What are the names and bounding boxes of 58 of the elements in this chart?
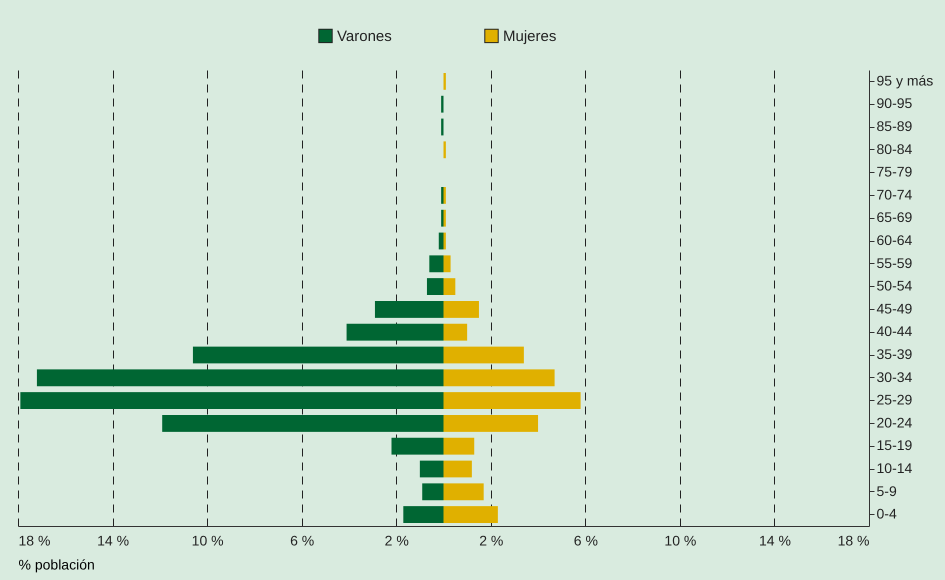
bar (444, 346, 524, 364)
bar (429, 255, 444, 272)
y-tick-label: 95 y más (876, 72, 934, 88)
bar (438, 232, 444, 250)
bar (444, 414, 538, 432)
y-tick-label: 70-74 (876, 186, 913, 202)
y-tick-label: 80-84 (876, 140, 913, 157)
x-tick-label: 14 % (97, 532, 130, 548)
y-tick-label: 30-34 (876, 368, 913, 385)
x-tick-label: 6 % (574, 532, 598, 548)
legend-label: Mujeres (503, 28, 556, 45)
bar (444, 438, 474, 455)
y-tick-label: 45-49 (876, 300, 913, 316)
bar (444, 255, 451, 272)
y-tick-label: 50-54 (876, 278, 913, 294)
y-tick-label: 20-24 (876, 414, 913, 430)
y-tick-label: 35-39 (876, 346, 913, 362)
y-tick-label: 65-69 (876, 209, 913, 226)
x-tick-label: 18 % (838, 532, 870, 548)
y-tick-label: 5-9 (876, 482, 897, 499)
bar (346, 324, 444, 341)
bar (426, 278, 444, 296)
x-tick-label: 6 % (290, 532, 314, 548)
bar (192, 346, 444, 364)
legend-label: Varones (337, 28, 392, 45)
y-tick-label: 60-64 (876, 232, 913, 248)
y-tick-label: 40-44 (876, 323, 913, 340)
bar (444, 460, 472, 478)
x-tick-label: 10 % (192, 532, 224, 548)
bar (374, 300, 444, 318)
y-tick-label: 75-79 (876, 164, 913, 180)
x-tick-label: 2 % (384, 532, 409, 548)
bar (444, 300, 479, 318)
y-tick-label: 10-14 (876, 460, 913, 476)
bar (36, 369, 444, 386)
bar (391, 438, 444, 455)
x-tick-label: 10 % (664, 532, 696, 548)
bar (444, 483, 484, 500)
y-tick-label: 15-19 (876, 437, 913, 454)
x-tick-label: 2 % (479, 532, 504, 548)
bar (444, 392, 581, 410)
bar (403, 506, 444, 524)
x-axis-title: % población (18, 556, 95, 572)
y-tick-label: 90-95 (876, 95, 913, 112)
y-tick-label: 25-29 (876, 392, 913, 408)
bar (420, 460, 444, 478)
bar (20, 392, 444, 410)
bar (422, 483, 444, 500)
y-tick-label: 85-89 (876, 118, 913, 134)
bar (444, 278, 456, 296)
y-tick-label: 55-59 (876, 254, 913, 271)
bar (444, 369, 555, 386)
y-tick-label: 0-4 (876, 506, 897, 522)
bar (444, 324, 468, 341)
bar (444, 506, 498, 524)
bar (162, 414, 444, 432)
x-tick-label: 14 % (758, 532, 791, 548)
x-tick-label: 18 % (18, 532, 50, 548)
